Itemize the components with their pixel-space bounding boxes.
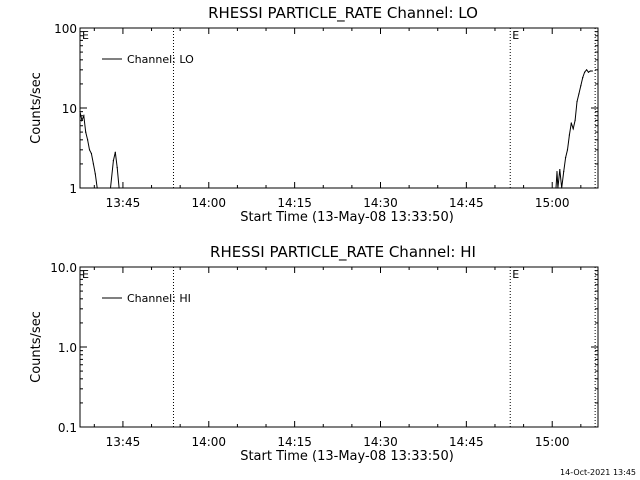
event-marker-label: E [82, 268, 89, 281]
x-tick-label: 14:30 [363, 196, 398, 210]
y-tick-label: 10.0 [50, 261, 77, 275]
data-point [582, 76, 584, 79]
event-marker-label: E [512, 268, 519, 281]
data-point [578, 93, 580, 95]
x-tick-label: 14:15 [277, 435, 312, 449]
chart-panel-hi: RHESSI PARTICLE_RATE Channel: HI 13:45 14:… [29, 243, 599, 464]
data-point [564, 156, 567, 159]
y-tick-label: 1.0 [58, 341, 77, 355]
data-point [566, 149, 569, 151]
data-point [589, 70, 591, 72]
x-tick-label: 15:00 [535, 435, 570, 449]
data-point [112, 160, 114, 162]
data-point [116, 166, 118, 169]
data-point [96, 187, 98, 189]
legend-label: Channel: LO [127, 53, 194, 66]
x-tick-label: 14:15 [277, 196, 312, 210]
data-point [572, 128, 574, 130]
y-tick-label: 10 [62, 102, 77, 116]
data-point [557, 187, 559, 189]
data-point [90, 152, 93, 155]
data-point [591, 70, 593, 72]
x-tick-label: 13:45 [106, 196, 141, 210]
data-point [570, 122, 572, 124]
data-point [587, 71, 590, 73]
data-point [580, 85, 582, 87]
plot-frame [79, 266, 599, 428]
x-tick-label: 15:00 [535, 196, 570, 210]
event-marker-label: E [82, 29, 89, 42]
data-point [85, 131, 87, 133]
y-axis-label: Counts/sec [29, 72, 44, 144]
data-point [574, 119, 576, 121]
plot-frame [79, 27, 599, 189]
event-marker-label: E [512, 29, 519, 42]
y-axis-label: Counts/sec [29, 311, 44, 383]
data-point [109, 187, 112, 189]
data-point [114, 151, 116, 153]
chart-panel-lo: RHESSI PARTICLE_RATE Channel: LO 13:45 14:… [29, 4, 599, 225]
data-point [81, 119, 83, 121]
data-point [555, 187, 557, 189]
data-point [118, 187, 120, 189]
legend-label: Channel: HI [127, 292, 191, 305]
chart-title: RHESSI PARTICLE_RATE Channel: HI [210, 243, 476, 262]
data-point [94, 173, 96, 175]
x-axis-label: Start Time (13-May-08 13:33:50) [240, 449, 454, 464]
y-tick-label: 0.1 [58, 421, 77, 435]
y-tick-label: 100 [54, 22, 77, 36]
data-point [576, 101, 578, 103]
data-point [559, 168, 561, 171]
x-axis-label: Start Time (13-May-08 13:33:50) [240, 210, 454, 225]
data-point [87, 139, 89, 141]
chart-title: RHESSI PARTICLE_RATE Channel: LO [208, 4, 478, 23]
data-point [79, 111, 81, 113]
data-point [561, 187, 563, 189]
data-point [92, 163, 94, 165]
data-point [585, 69, 588, 71]
data-point [83, 115, 85, 117]
footer-timestamp: 14-Oct-2021 13:45 [560, 468, 636, 477]
x-tick-label: 14:00 [191, 196, 226, 210]
y-tick-label: 1 [69, 182, 77, 196]
data-point [584, 71, 586, 73]
series-line-0 [79, 69, 593, 189]
x-tick-label: 14:00 [191, 435, 226, 449]
data-point [556, 171, 558, 173]
data-point [88, 149, 91, 151]
x-tick-label: 14:45 [449, 196, 484, 210]
x-tick-label: 13:45 [106, 435, 141, 449]
data-point [563, 171, 565, 173]
x-tick-label: 14:45 [449, 435, 484, 449]
data-point [568, 134, 570, 136]
x-tick-label: 14:30 [363, 435, 398, 449]
